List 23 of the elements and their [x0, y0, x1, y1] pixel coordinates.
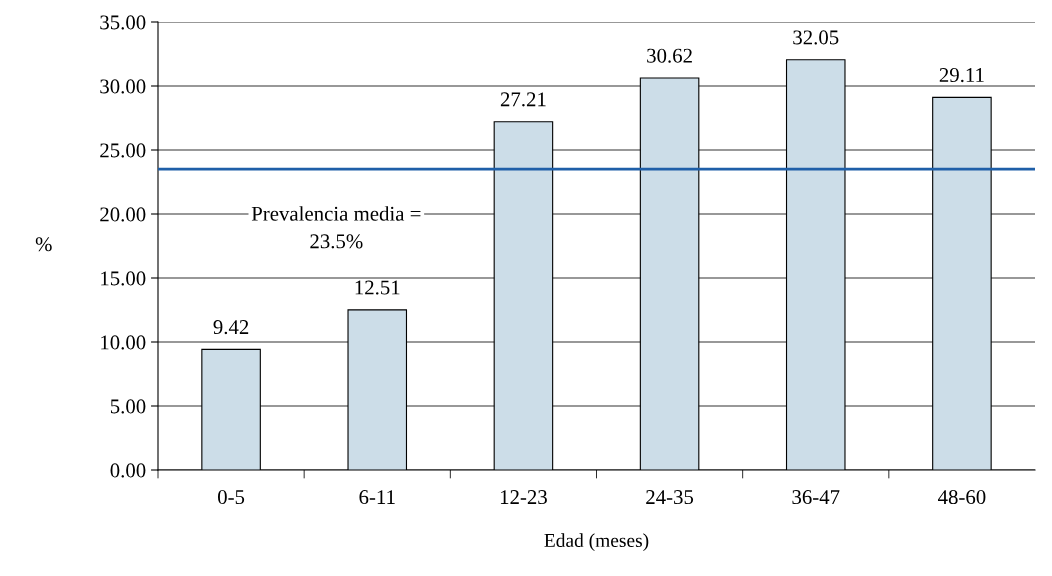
data-label: 12.51 [355, 280, 400, 295]
y-tick-label: 25.00 [100, 143, 146, 158]
x-tick-label: 48-60 [938, 490, 986, 505]
y-tick-label: 0.00 [110, 463, 146, 478]
data-label: 29.11 [939, 68, 984, 83]
x-axis-title: Edad (meses) [544, 533, 649, 551]
x-tick-label: 6-11 [359, 490, 395, 505]
data-label: 32.05 [793, 30, 839, 45]
y-tick-label: 35.00 [100, 15, 146, 30]
x-tick-label: 0-5 [217, 490, 245, 505]
data-label: 30.62 [647, 48, 692, 63]
x-tick-label: 36-47 [792, 490, 840, 505]
x-tick-label: 24-35 [646, 490, 694, 505]
y-tick-label: 10.00 [101, 335, 146, 350]
y-tick-label: 20.00 [100, 207, 146, 222]
y-axis-title: % [35, 237, 52, 252]
data-label: 9.42 [213, 320, 249, 335]
y-tick-label: 15.00 [101, 271, 146, 286]
y-tick-label: 5.00 [110, 399, 146, 414]
x-tick-label: 12-23 [500, 490, 547, 505]
ref-line-label: Prevalencia media = 23.5% [251, 206, 421, 249]
y-tick-label: 30.00 [100, 79, 146, 94]
data-label: 27.21 [500, 92, 546, 107]
